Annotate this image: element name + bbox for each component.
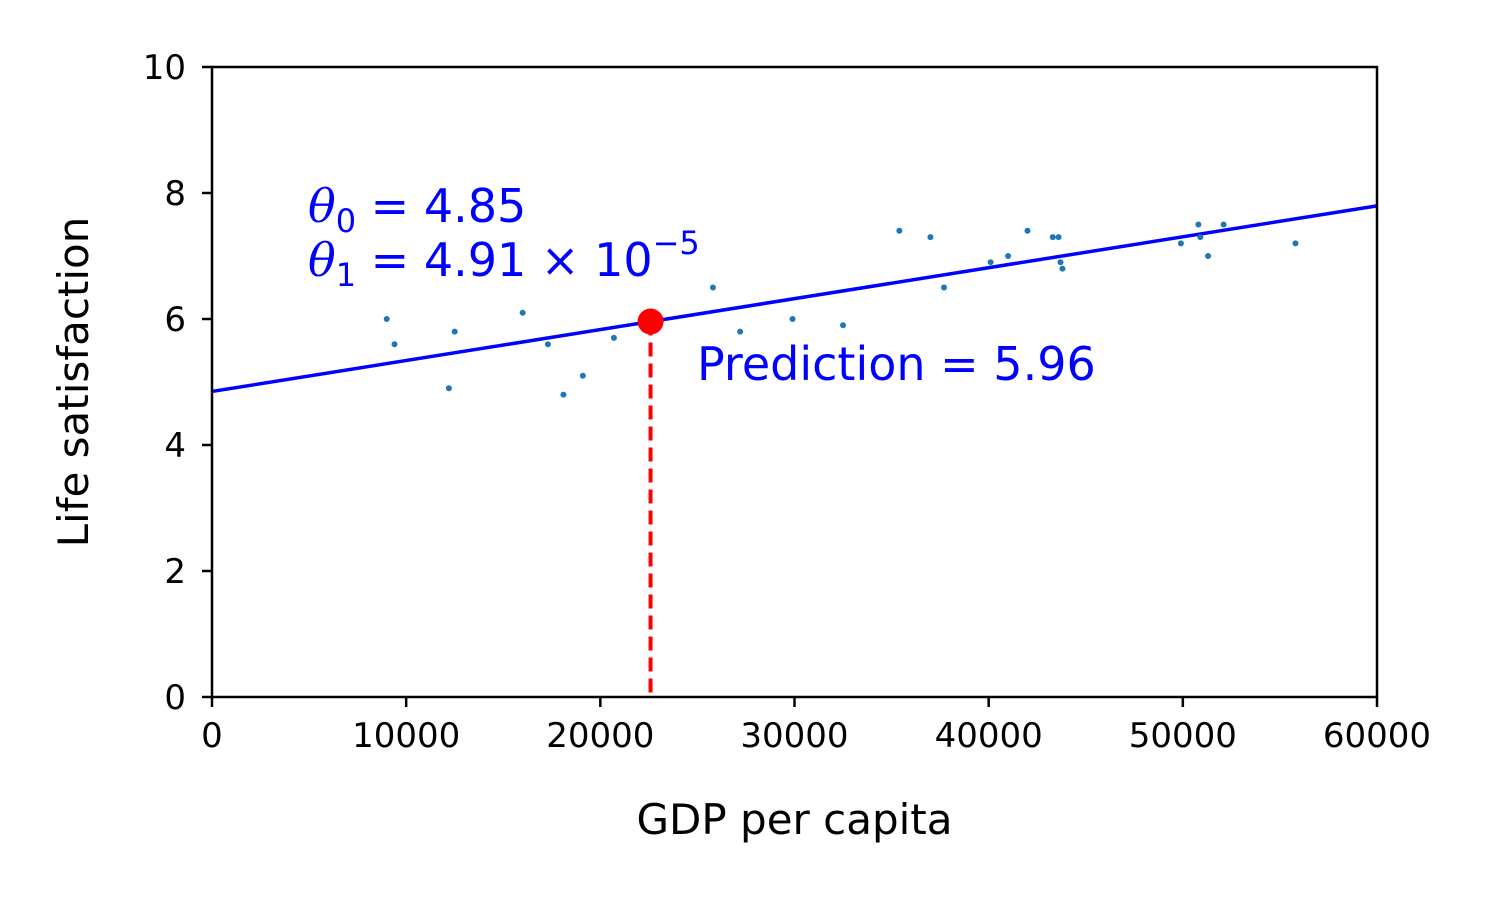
x-axis-ticks: 0 10000 20000 30000 40000 50000 60000 (201, 697, 1431, 756)
data-point-5 (544, 341, 551, 348)
theta1-equals: = (356, 233, 424, 287)
data-point-7 (579, 372, 586, 379)
theta1-value: 4.91 × 10 (424, 233, 653, 287)
data-point-3 (451, 328, 458, 335)
data-point-17 (1005, 253, 1012, 259)
data-point-4 (519, 309, 526, 316)
data-point-0 (383, 316, 390, 322)
fit-line (211, 204, 1378, 394)
data-point-27 (1220, 221, 1227, 228)
x-tick-label-50000: 50000 (1129, 716, 1237, 756)
theta0-annotation: θ0 = 4.85 (308, 179, 526, 240)
x-tick-label-60000: 60000 (1323, 716, 1431, 756)
x-tick-label-40000: 40000 (935, 716, 1043, 756)
y-tick-label-6: 6 (164, 300, 186, 340)
y-axis-ticks: 0 2 4 6 8 10 (143, 48, 212, 718)
theta1-exponent: −5 (653, 224, 700, 262)
data-point-2 (445, 385, 452, 392)
data-point-20 (1055, 234, 1062, 241)
data-point-10 (737, 328, 744, 335)
theta0-subscript: 0 (336, 202, 356, 240)
y-tick-label-0: 0 (164, 678, 186, 718)
theta0-equals: = (356, 179, 424, 233)
x-tick-label-0: 0 (201, 716, 223, 756)
x-axis-label: GDP per capita (636, 795, 952, 844)
y-tick-label-8: 8 (164, 174, 186, 214)
prediction-label: Prediction = 5.96 (697, 337, 1096, 391)
theta1-symbol: θ (308, 233, 336, 287)
y-tick-label-2: 2 (164, 552, 186, 592)
data-point-9 (709, 284, 716, 291)
scatter-points (383, 221, 1299, 398)
data-point-21 (1057, 259, 1064, 266)
data-point-24 (1195, 221, 1202, 228)
x-tick-label-10000: 10000 (352, 716, 460, 756)
theta1-subscript: 1 (336, 256, 356, 294)
data-point-16 (987, 259, 994, 266)
data-point-23 (1177, 240, 1184, 247)
data-point-11 (789, 316, 796, 322)
data-point-14 (927, 234, 934, 241)
data-point-28 (1292, 240, 1299, 247)
prediction-point (637, 308, 664, 335)
y-axis-label: Life satisfaction (49, 217, 98, 548)
fit-line-layer (211, 204, 1378, 394)
data-point-1 (391, 341, 398, 348)
theta0-value: 4.85 (424, 179, 526, 233)
y-tick-label-10: 10 (143, 48, 186, 88)
data-point-26 (1205, 253, 1212, 259)
data-point-6 (560, 391, 567, 398)
y-tick-label-4: 4 (164, 426, 186, 466)
theta0-symbol: θ (308, 179, 336, 233)
data-point-8 (610, 334, 617, 341)
data-point-13 (896, 227, 903, 234)
data-point-12 (840, 322, 847, 329)
data-point-22 (1059, 265, 1066, 272)
theta1-annotation: θ1 = 4.91 × 10−5 (308, 224, 700, 294)
x-tick-label-20000: 20000 (546, 716, 654, 756)
data-point-15 (941, 284, 948, 291)
data-point-19 (1049, 234, 1056, 241)
prediction-layer (637, 308, 664, 697)
data-point-25 (1197, 234, 1204, 241)
data-point-18 (1024, 227, 1031, 234)
x-tick-label-30000: 30000 (740, 716, 848, 756)
